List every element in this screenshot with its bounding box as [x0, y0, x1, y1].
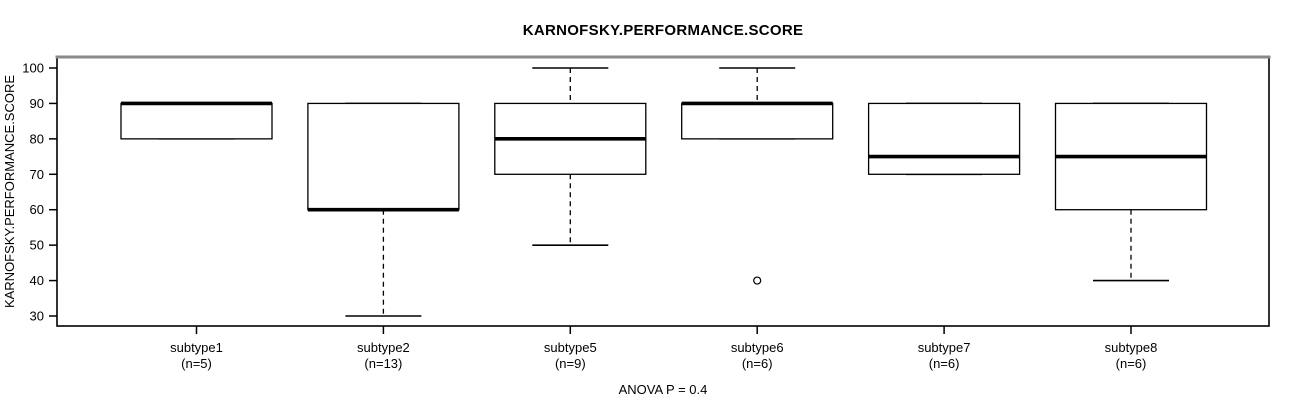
y-tick-label: 70 — [30, 167, 44, 182]
box-subtype2 — [307, 102, 460, 211]
y-tick-label: 90 — [30, 96, 44, 111]
group-label: subtype1 — [170, 340, 223, 355]
group-n-label: (n=13) — [364, 356, 402, 371]
x-axis: subtype1(n=5) subtype2(n=13) subtype5(n=9)… — [170, 326, 1157, 371]
group-n-label: (n=5) — [181, 356, 212, 371]
y-tick-label: 80 — [30, 131, 44, 146]
y-tick-label: 100 — [22, 61, 44, 76]
group-label: subtype2 — [357, 340, 410, 355]
box-subtype6 — [681, 102, 834, 140]
group-n-label: (n=6) — [1116, 356, 1147, 371]
group-label: subtype6 — [731, 340, 784, 355]
y-tick-label: 60 — [30, 202, 44, 217]
box-subtype1 — [120, 102, 273, 140]
chart-title: KARNOFSKY.PERFORMANCE.SCORE — [523, 22, 804, 39]
box-subtype7 — [867, 102, 1021, 175]
y-axis: 30 40 50 60 70 80 90 100 — [22, 61, 57, 324]
outlier-subtype6 — [753, 276, 762, 285]
y-tick-label: 50 — [30, 238, 44, 253]
y-tick-label: 40 — [30, 273, 44, 288]
anova-footer: ANOVA P = 0.4 — [619, 382, 708, 397]
boxes-layer — [120, 67, 1208, 317]
group-n-label: (n=9) — [555, 356, 586, 371]
y-tick-label: 30 — [30, 309, 44, 324]
group-label: subtype7 — [918, 340, 971, 355]
group-label: subtype5 — [544, 340, 597, 355]
group-n-label: (n=6) — [929, 356, 960, 371]
y-axis-label: KARNOFSKY.PERFORMANCE.SCORE — [2, 75, 17, 308]
group-n-label: (n=6) — [742, 356, 773, 371]
group-label: subtype8 — [1105, 340, 1158, 355]
